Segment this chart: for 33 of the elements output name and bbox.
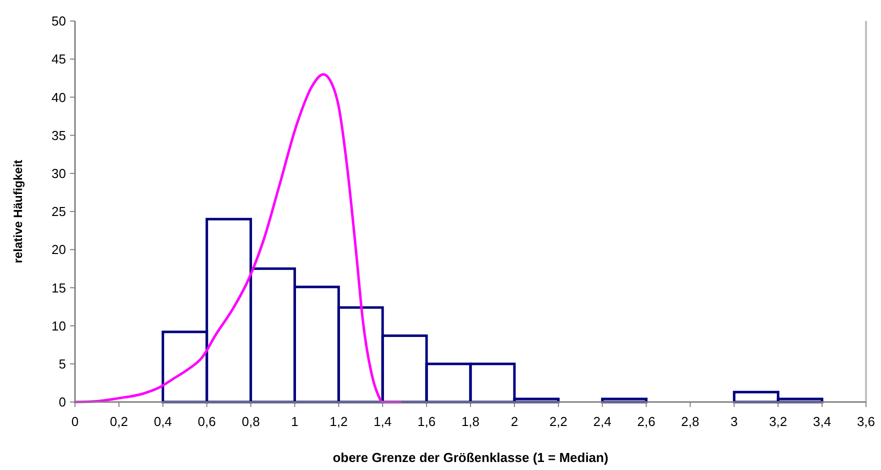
y-tick-label: 50 [52,14,66,29]
line-series [74,73,402,404]
x-tick-label: 1,4 [374,414,392,429]
x-tick-label: 2,8 [681,414,700,429]
y-axis-title: relative Häufigkeit [11,160,25,264]
x-axis-title: obere Grenze der Größenklasse (1 = Median) [332,450,608,465]
x-tick-label: 1,6 [418,414,436,429]
y-tick-label: 30 [52,166,66,181]
x-tick-label: 3,4 [813,414,832,429]
x-tick-label: 1,2 [330,414,348,429]
x-tick-label: 1 [291,414,298,429]
x-tick-label: 1,8 [461,414,480,429]
y-tick-label: 15 [52,280,66,296]
x-tick-label: 3,6 [856,414,876,429]
x-tick-label: 2,4 [593,414,612,429]
x-tick-label: 2,2 [549,414,568,429]
y-tick-label: 35 [52,128,66,143]
x-tick-label: 2,6 [637,414,656,429]
y-tick-label: 0 [58,394,66,410]
x-tick-label: 2 [510,414,518,429]
y-tick-label: 5 [58,356,66,372]
y-tick-label: 10 [52,318,66,334]
y-tick-label: 40 [52,90,66,105]
x-tick-label: 0,4 [154,414,172,429]
y-tick-label: 20 [52,242,66,258]
x-tick-label: 3,2 [769,414,788,429]
x-tick-label: 0 [71,414,79,429]
x-tick-label: 0,8 [242,414,260,429]
y-tick-label: 25 [52,204,66,220]
x-tick-label: 0,2 [110,414,128,429]
x-tick-label: 3 [730,414,738,429]
y-tick-label: 45 [52,52,66,67]
x-tick-label: 0,6 [198,414,216,429]
